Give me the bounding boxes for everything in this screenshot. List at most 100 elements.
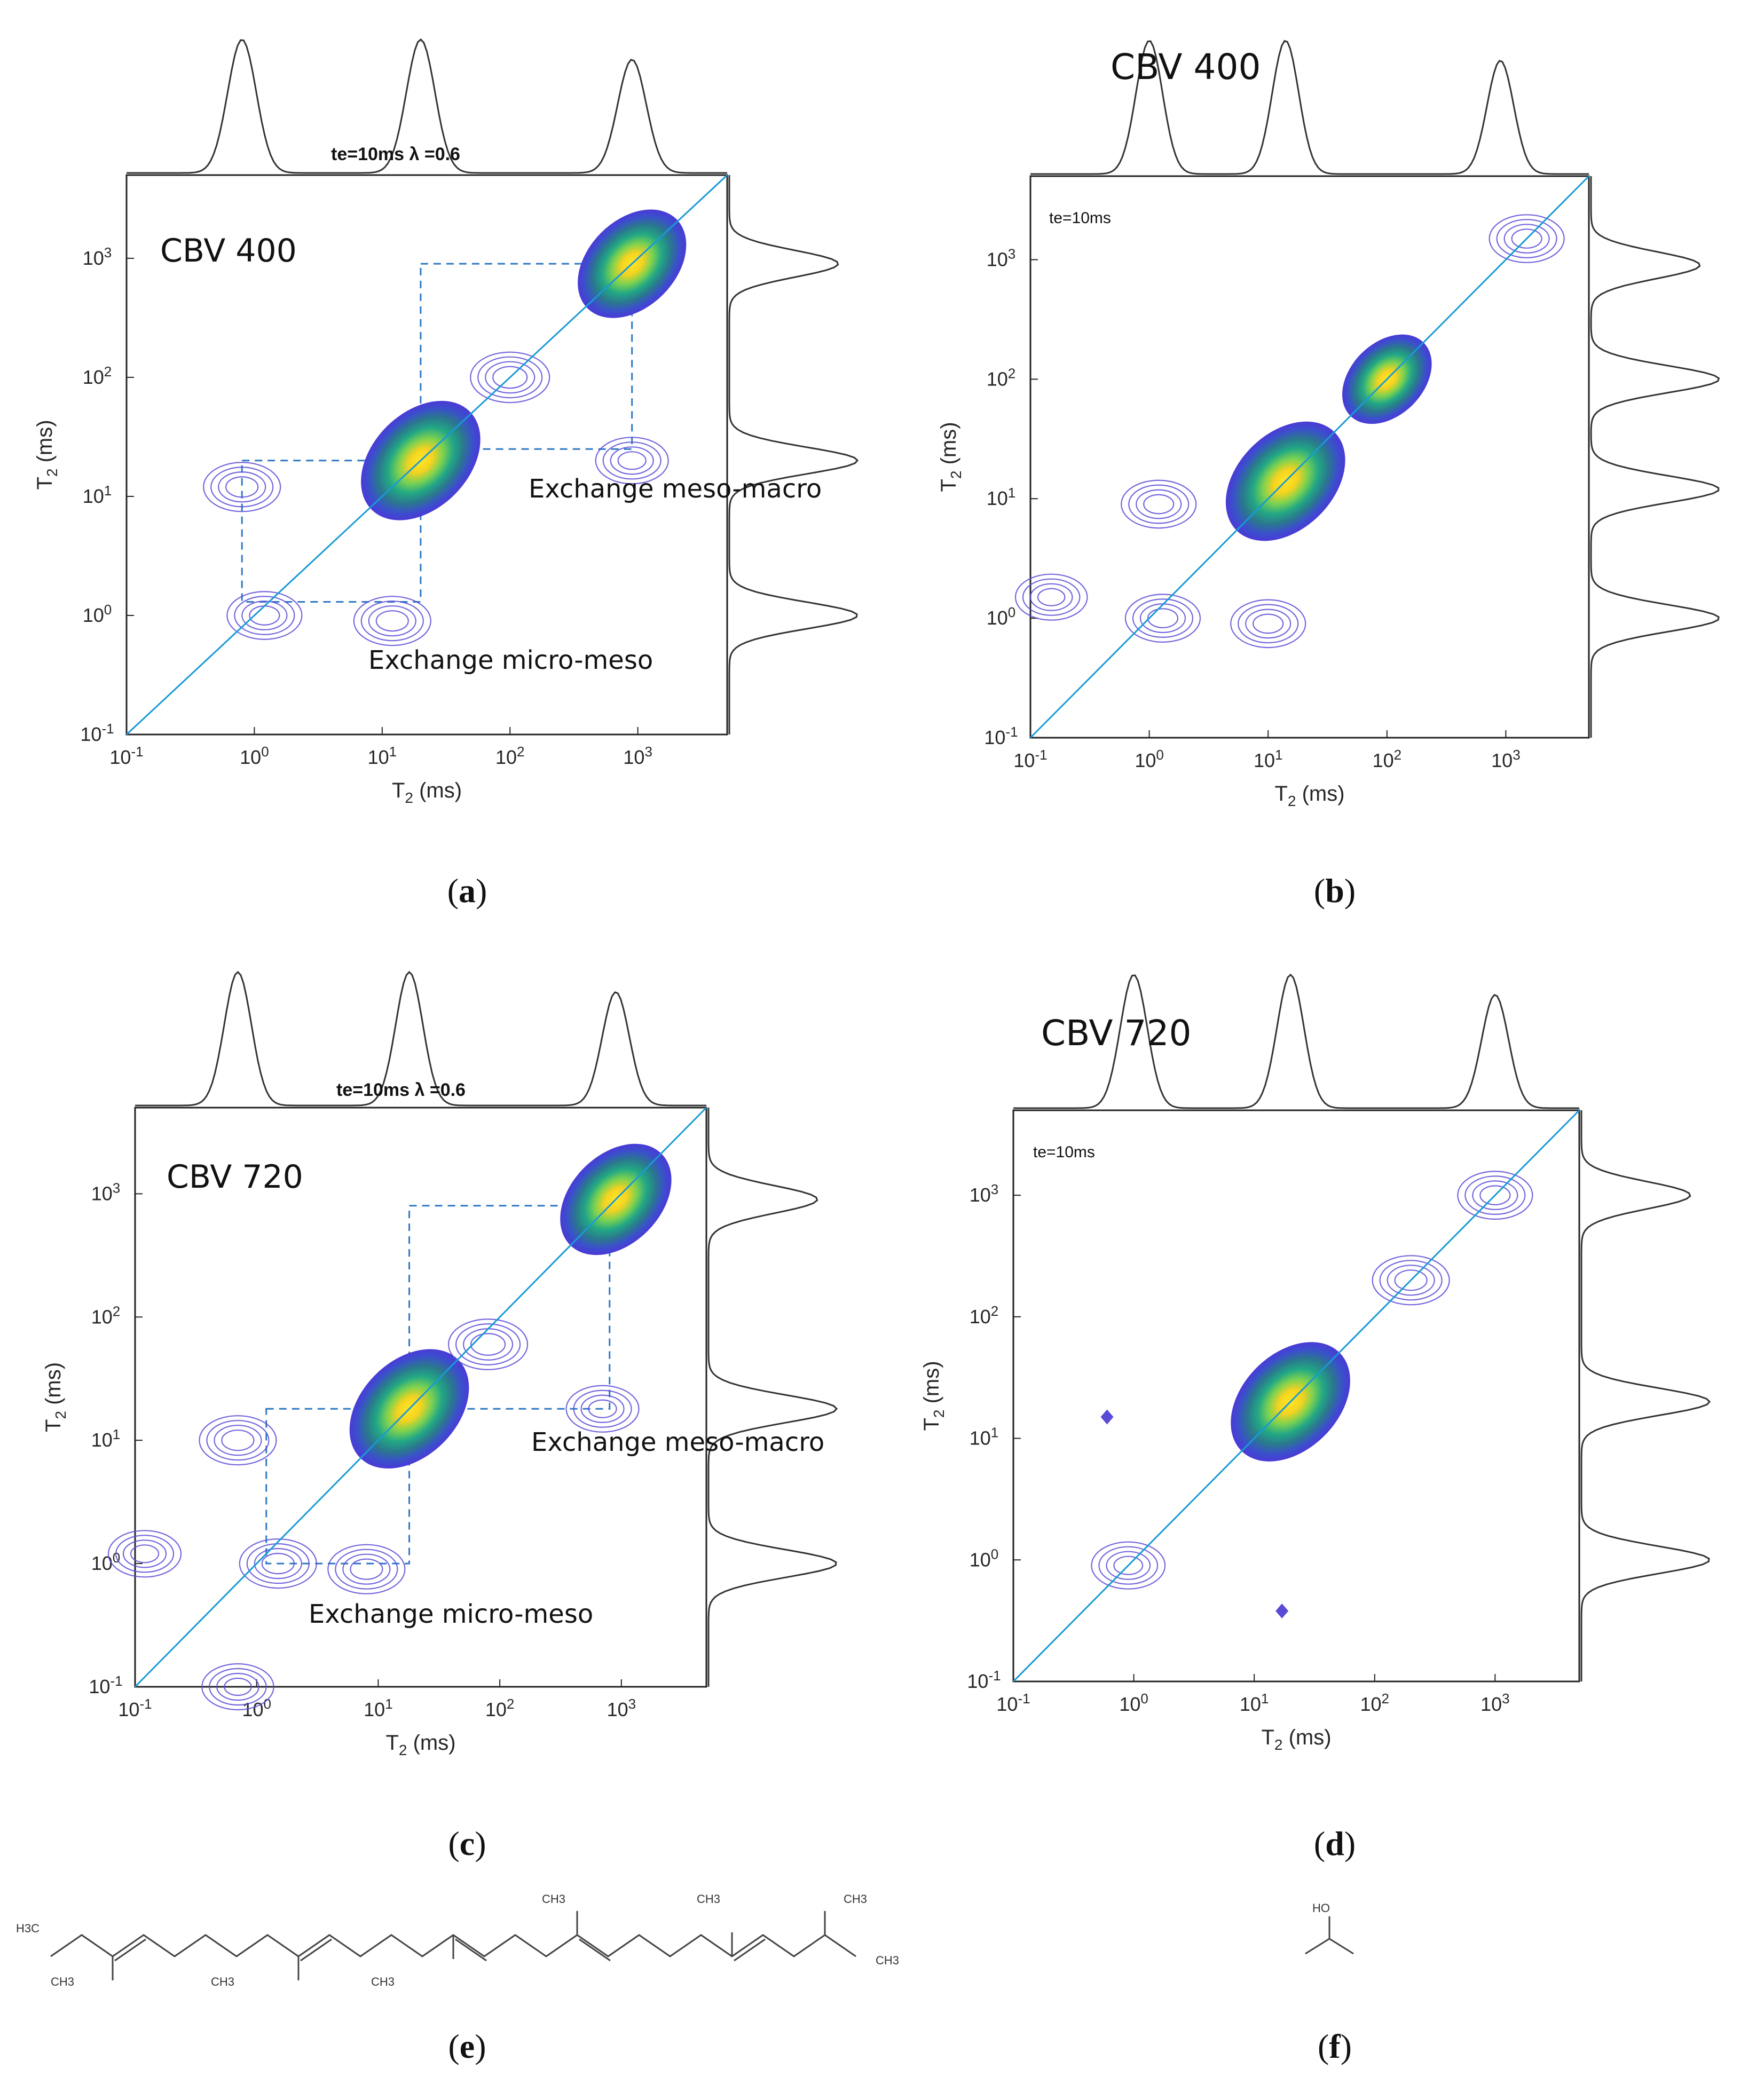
peak-contour (353, 596, 431, 646)
x-tick-label: 100 (1135, 747, 1164, 771)
peak-contour (1387, 1265, 1435, 1296)
peak-contour (470, 351, 550, 404)
double-bond (734, 1938, 766, 1962)
peak-contour (1091, 1541, 1166, 1590)
x-tick-label: 100 (240, 744, 269, 768)
panel-d: 10-110-1 100 100 101 101 102 102 103 103 T2 (ms) T… (920, 973, 1711, 1862)
diagonal-line (1012, 1109, 1580, 1683)
peak-contour (485, 361, 536, 394)
peak-contour (1503, 224, 1550, 254)
double-bond (455, 1938, 487, 1962)
peak-contour (1479, 1185, 1511, 1206)
peak-contour (254, 1547, 302, 1579)
projection-y (1580, 1110, 1711, 1681)
chem-label: CH3 (844, 1892, 867, 1906)
chem-label: CH3 (51, 1975, 74, 1988)
squalene-structure: H3C CH3 CH3 CH3 CH3 CH3 CH3 CH3 (16, 1892, 899, 1988)
peak-contour (470, 1333, 506, 1356)
x-tick-label: 10-1 (118, 1696, 152, 1720)
x-tick-label: 102 (1360, 1691, 1389, 1715)
projection-x (1030, 40, 1589, 175)
y-tick-label: 10-1 (984, 724, 1018, 748)
peak-contour (1379, 1260, 1443, 1301)
y-tick-label: 103 (987, 246, 1016, 270)
x-tick-label: 102 (495, 744, 525, 768)
y-axis-label: T2 (ms) (42, 1362, 69, 1432)
y-axis-label: T2 (ms) (920, 1361, 947, 1431)
double-bond (300, 1938, 332, 1962)
peak-contour (1511, 228, 1542, 249)
x-tick-label: 103 (623, 744, 652, 768)
chart-title: te=10ms λ =0.6 (336, 1080, 466, 1100)
peak-contour (455, 1323, 521, 1365)
peak-contour (1037, 588, 1066, 606)
peak-contour (203, 462, 281, 512)
exchange-box (408, 1205, 611, 1410)
peak-contour (1394, 1269, 1428, 1291)
exchange-box (241, 460, 422, 603)
x-tick-label: 101 (1240, 1691, 1269, 1715)
peak-contour (1136, 489, 1182, 519)
y-tick-label: 100 (987, 604, 1016, 629)
peak-contour (1472, 1180, 1518, 1211)
peak-point (1275, 1603, 1289, 1618)
annotation: Exchange micro-meso (309, 1599, 593, 1629)
y-tick-label: 103 (970, 1181, 999, 1206)
projection-y (1590, 176, 1720, 738)
y-tick-label: 100 (83, 602, 112, 626)
chem-label: CH3 (211, 1975, 234, 1988)
peak-contour (335, 1549, 398, 1590)
peak-contour (218, 471, 266, 503)
peak-contour (209, 1668, 267, 1706)
y-tick-label: 100 (970, 1546, 999, 1570)
y-tick-label: 102 (970, 1303, 999, 1328)
y-tick-label: 102 (83, 364, 112, 388)
y-tick-label: 10-1 (80, 721, 114, 745)
peak-contour (246, 1543, 310, 1584)
peak-contour (368, 605, 416, 637)
chem-label: CH3 (542, 1892, 565, 1906)
peak-contour (199, 1415, 277, 1466)
peak-contour (447, 1318, 529, 1370)
chart-subtitle: CBV 400 (160, 232, 297, 270)
panel-label: (c) (448, 1825, 486, 1862)
x-tick-label: 103 (607, 1696, 636, 1720)
projection-y (728, 175, 859, 735)
y-tick-label: 102 (987, 365, 1016, 390)
isopropanol-bonds (1305, 1938, 1354, 1955)
peak-contour (1147, 608, 1179, 628)
chart-subtitle: te=10ms (1033, 1143, 1095, 1161)
peak-contour (1464, 1175, 1526, 1215)
peak-contour (214, 1425, 262, 1456)
annotation: Exchange micro-meso (368, 645, 653, 675)
x-tick-label: 103 (1491, 747, 1521, 771)
double-bond (579, 1938, 611, 1962)
diagonal-line (1029, 175, 1590, 739)
chem-label: CH3 (371, 1975, 395, 1988)
peak-contour (221, 1430, 255, 1451)
chart-title: te=10ms λ =0.6 (331, 144, 460, 164)
peak-contour (1098, 1546, 1159, 1585)
peak-contour (342, 1553, 391, 1585)
peak-contour (573, 1389, 632, 1428)
projection-x (135, 970, 706, 1107)
peak-contour (1143, 494, 1175, 515)
peak-contour (492, 366, 528, 389)
chem-label: CH3 (876, 1954, 899, 1967)
panel-label: (d) (1314, 1825, 1356, 1862)
diagonal-line (125, 174, 728, 736)
peak-contour (115, 1535, 175, 1573)
diagonal-line (134, 1107, 707, 1688)
peak-contour (610, 446, 654, 475)
y-tick-label: 101 (970, 1425, 999, 1449)
peak-contour (580, 1394, 625, 1423)
chart-title: CBV 400 (1111, 46, 1261, 88)
x-axis-label: T2 (ms) (1261, 1726, 1331, 1753)
peak-contour (1128, 484, 1190, 524)
peak-contour (1489, 214, 1565, 263)
peak-point (1100, 1409, 1114, 1425)
x-tick-label: 100 (1119, 1691, 1148, 1715)
peak-contour (1238, 604, 1299, 644)
